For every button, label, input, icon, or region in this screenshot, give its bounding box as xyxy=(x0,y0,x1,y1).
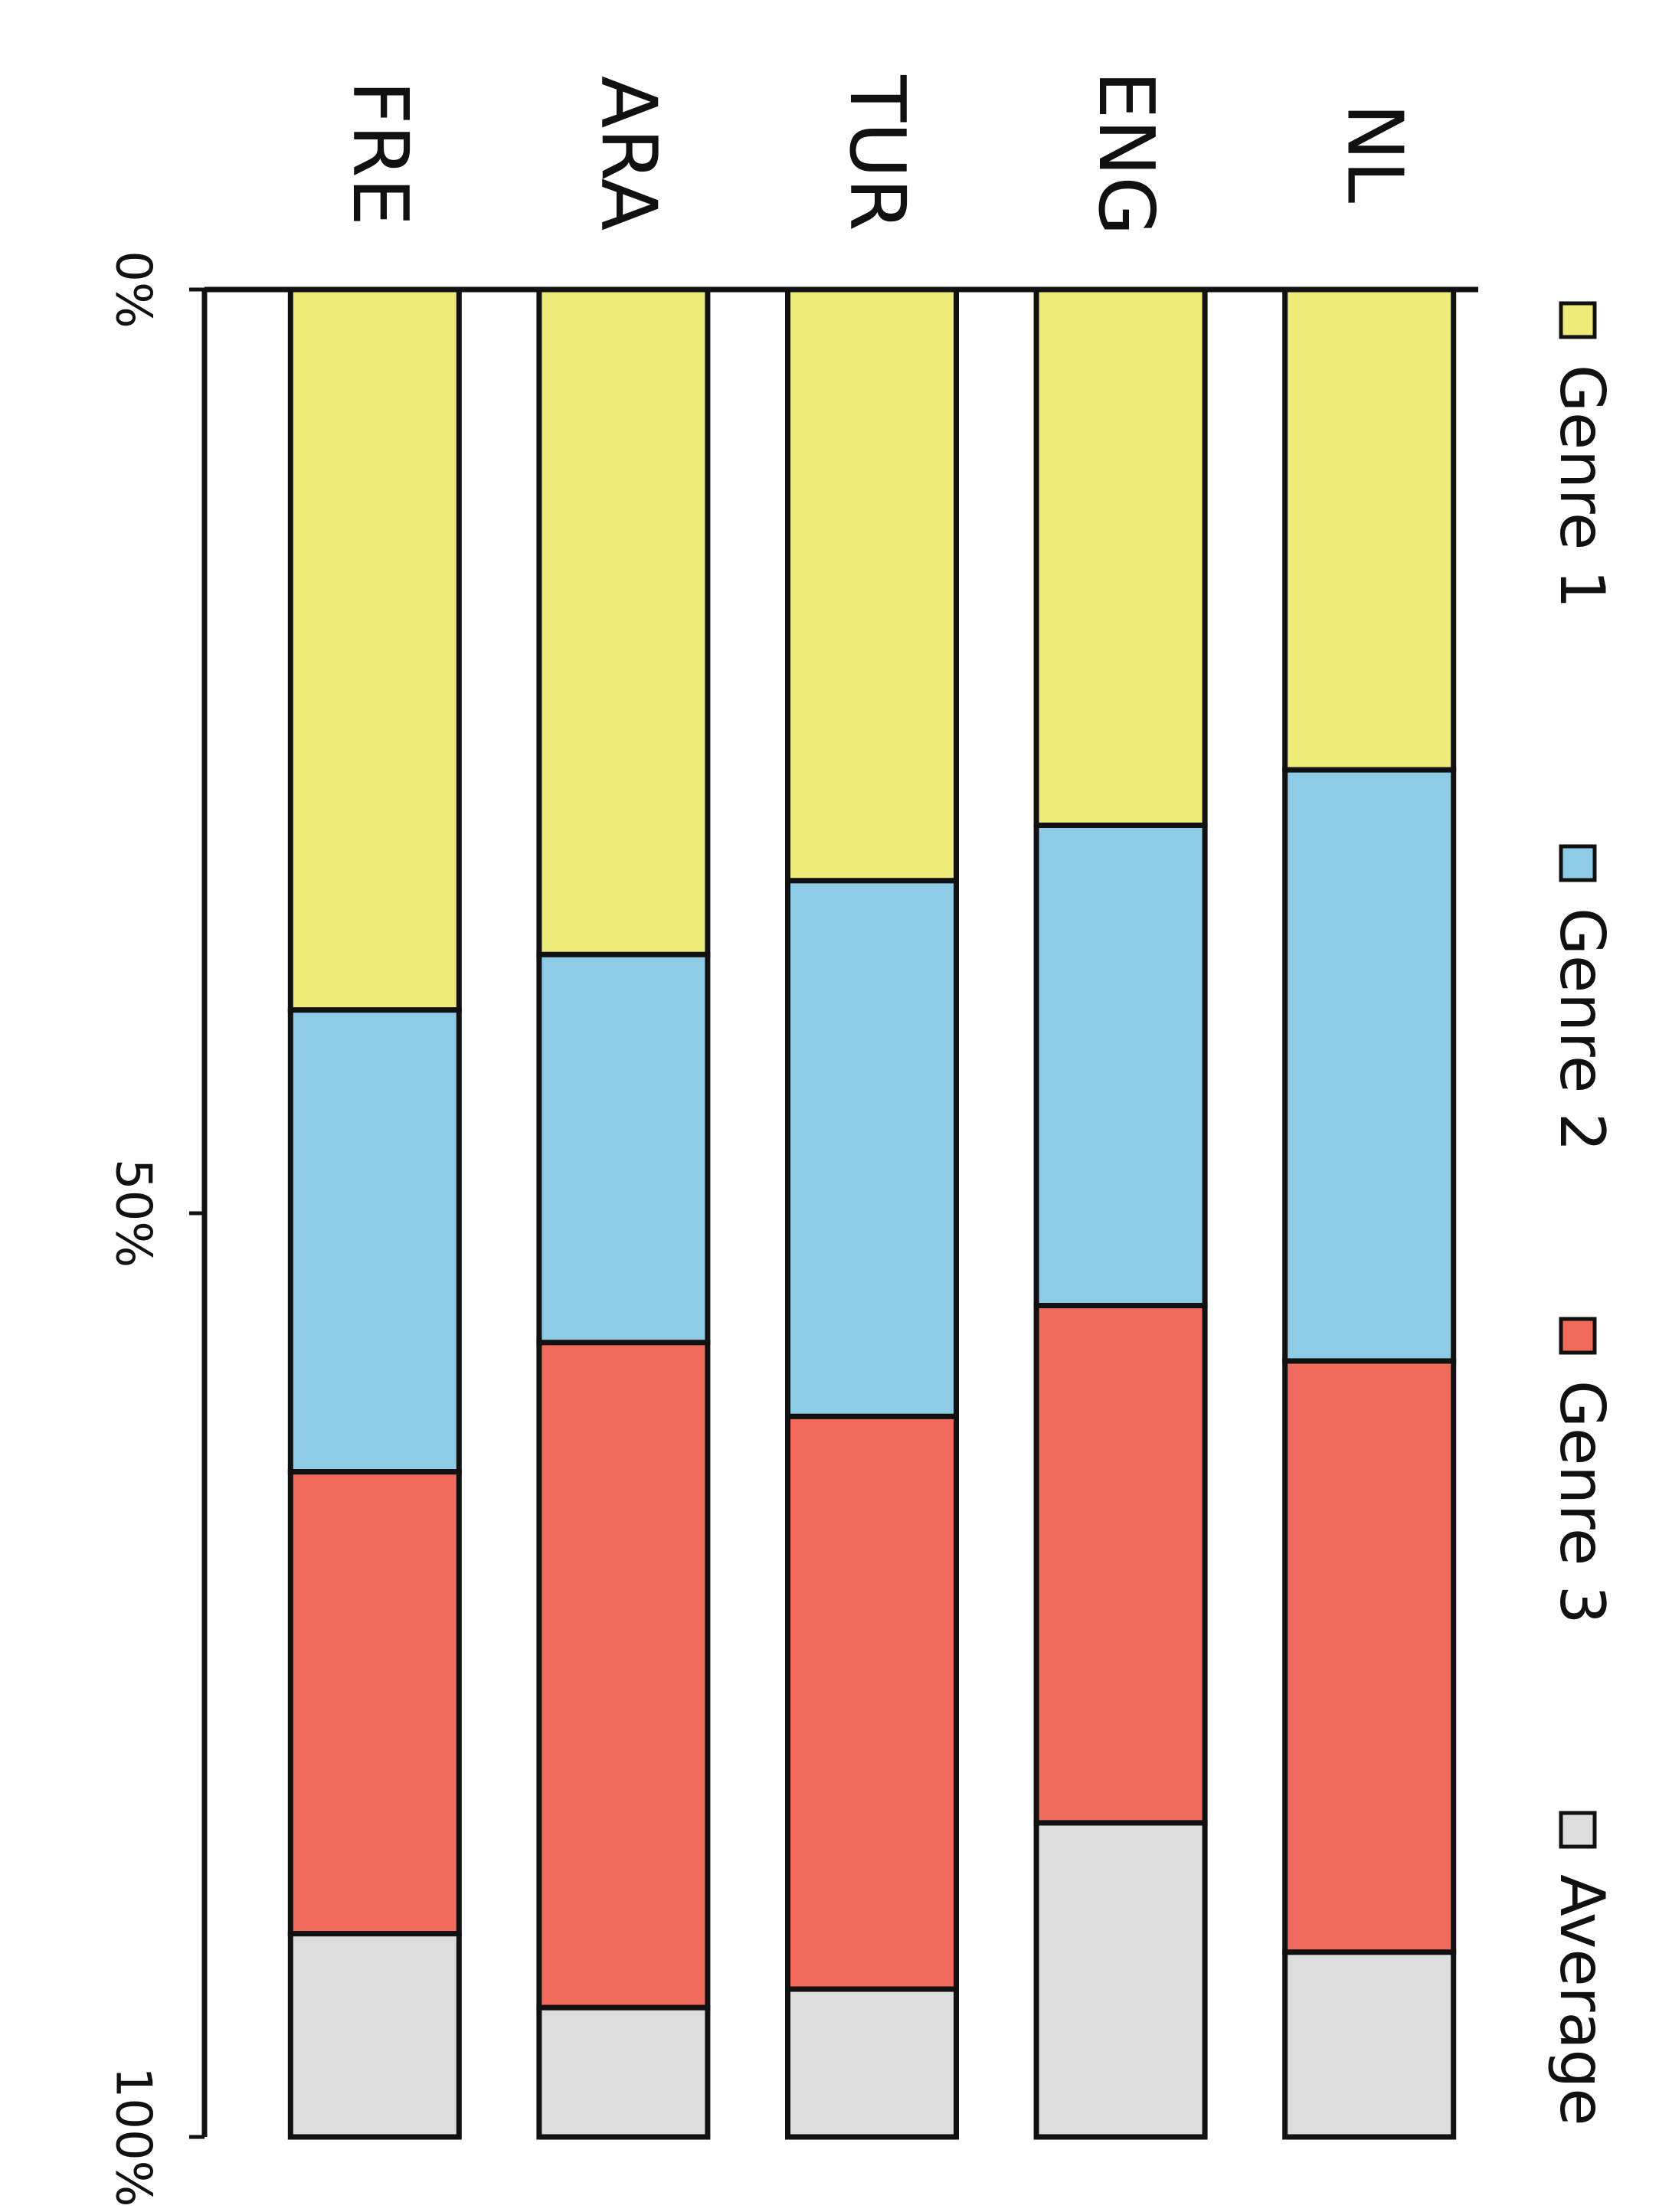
legend-swatch xyxy=(1559,301,1597,339)
bar-segment xyxy=(287,286,462,1013)
bar-segment xyxy=(1282,1949,1457,2140)
bar-segment xyxy=(1033,822,1208,1309)
legend-label: Genre 2 xyxy=(1546,908,1618,1152)
bar-segment xyxy=(1282,286,1457,773)
y-tick-label: 50% xyxy=(104,1159,161,1268)
bar-segment xyxy=(785,1986,959,2140)
bar-segment xyxy=(1282,767,1457,1364)
legend-swatch xyxy=(1559,1317,1597,1355)
legend-swatch xyxy=(1559,844,1597,882)
bar-segment xyxy=(287,1931,462,2140)
bar-segment xyxy=(1282,1358,1457,1955)
x-tick-label: ARA xyxy=(584,76,674,231)
x-tick-label: FRE xyxy=(335,80,425,226)
bar-segment xyxy=(1033,1303,1208,1826)
legend-swatch xyxy=(1559,1811,1597,1849)
bar-segment xyxy=(536,2004,711,2140)
bar-segment xyxy=(536,951,711,1346)
bar-segment xyxy=(536,286,711,957)
y-tick-label: 100% xyxy=(104,2067,161,2207)
y-tick-label: 0% xyxy=(104,250,161,329)
x-tick-label: TUR xyxy=(833,74,922,231)
bar-segment xyxy=(1033,1820,1208,2140)
bar-segment xyxy=(287,1469,462,1937)
x-tick-label: NL xyxy=(1330,103,1419,204)
bar-segment xyxy=(287,1007,462,1475)
bar-segment xyxy=(1033,286,1208,828)
bar-segment xyxy=(785,286,959,884)
legend-label: Genre 3 xyxy=(1546,1380,1618,1625)
bar-segment xyxy=(785,1413,959,1992)
legend-label: Genre 1 xyxy=(1546,365,1618,609)
bar-segment xyxy=(785,878,959,1419)
legend-label: Average xyxy=(1546,1874,1618,2126)
x-tick-label: ENG xyxy=(1081,70,1171,235)
bar-segment xyxy=(536,1340,711,2011)
